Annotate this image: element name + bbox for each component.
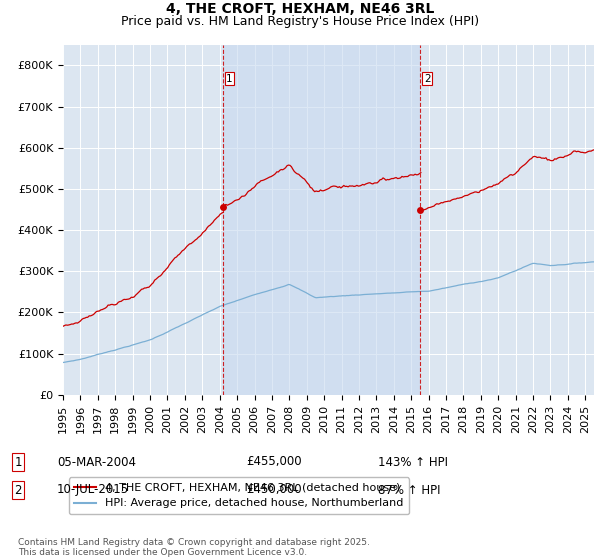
Text: 05-MAR-2004: 05-MAR-2004 — [57, 455, 136, 469]
Text: £455,000: £455,000 — [246, 455, 302, 469]
Text: £450,000: £450,000 — [246, 483, 302, 497]
Text: 143% ↑ HPI: 143% ↑ HPI — [378, 455, 448, 469]
Text: Price paid vs. HM Land Registry's House Price Index (HPI): Price paid vs. HM Land Registry's House … — [121, 15, 479, 28]
Text: 1: 1 — [226, 73, 233, 83]
Bar — [223, 45, 421, 395]
Text: 2: 2 — [424, 73, 431, 83]
Text: 1: 1 — [14, 455, 22, 469]
Text: Contains HM Land Registry data © Crown copyright and database right 2025.
This d: Contains HM Land Registry data © Crown c… — [18, 538, 370, 557]
Text: 2: 2 — [14, 483, 22, 497]
Text: 4, THE CROFT, HEXHAM, NE46 3RL: 4, THE CROFT, HEXHAM, NE46 3RL — [166, 2, 434, 16]
Legend: 4, THE CROFT, HEXHAM, NE46 3RL (detached house), HPI: Average price, detached ho: 4, THE CROFT, HEXHAM, NE46 3RL (detached… — [68, 477, 409, 514]
Text: 10-JUL-2015: 10-JUL-2015 — [57, 483, 129, 497]
Text: 87% ↑ HPI: 87% ↑ HPI — [378, 483, 440, 497]
